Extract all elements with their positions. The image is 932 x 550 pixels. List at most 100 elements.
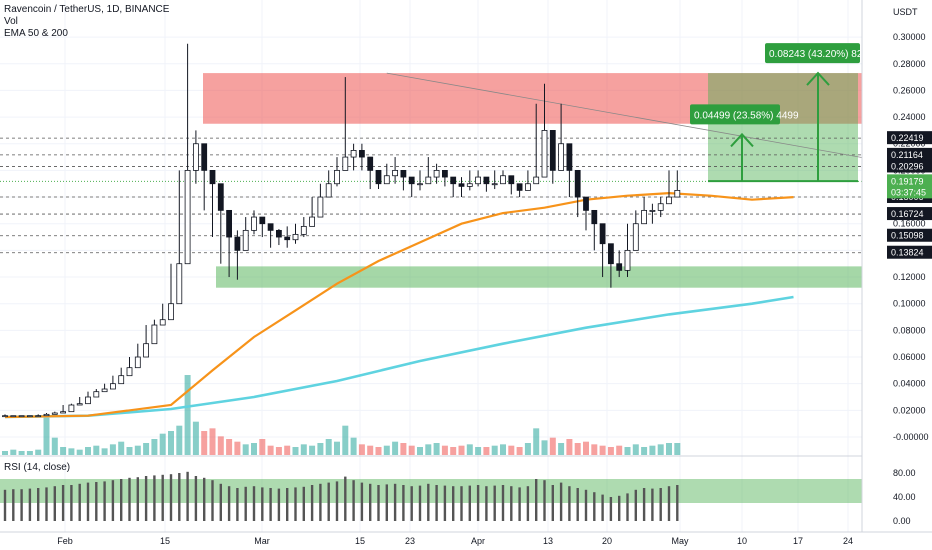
candle — [317, 196, 324, 218]
rsi-bar — [618, 495, 621, 521]
rsi-band — [0, 479, 862, 503]
target-label-text: 0.04499 (23.58%) 4499 — [694, 110, 799, 121]
candle — [483, 176, 490, 185]
volume-bar — [300, 444, 307, 455]
volume-bar — [176, 425, 183, 455]
target-label-text: 0.08243 (43.20%) 8243 — [769, 49, 874, 60]
rsi-bar — [28, 488, 32, 521]
candle — [375, 169, 382, 185]
volume-bar — [201, 431, 208, 455]
candle — [441, 169, 448, 178]
time-tick: May — [671, 536, 689, 546]
volume-bar — [325, 439, 332, 455]
rsi-bar — [493, 485, 496, 521]
time-tick: 15 — [355, 536, 365, 546]
rsi-bar — [626, 493, 629, 521]
rsi-bar — [476, 485, 480, 521]
rsi-bar — [402, 485, 405, 521]
rsi-bar — [393, 483, 397, 521]
rsi-bar — [518, 487, 521, 521]
volume-bar — [657, 444, 664, 455]
volume-bar — [309, 445, 316, 455]
volume-bar — [674, 443, 681, 455]
rsi-bar — [501, 485, 505, 521]
candle — [334, 169, 340, 185]
candle — [566, 143, 573, 171]
candle — [367, 156, 374, 171]
candle — [599, 223, 606, 245]
volume-bar — [159, 433, 166, 455]
rsi-bar — [269, 488, 272, 521]
candle — [525, 183, 531, 191]
rsi-bar — [435, 485, 438, 521]
last-price-box — [887, 174, 932, 199]
volume-bar — [641, 447, 648, 455]
candle — [184, 169, 191, 265]
volume-bar — [251, 443, 257, 455]
candle — [408, 176, 415, 185]
level-label: 0.21164 — [891, 150, 923, 160]
rsi-bar — [203, 477, 206, 521]
level-label: 0.16724 — [891, 209, 924, 219]
rsi-bar — [642, 488, 646, 521]
target-label-2: 0.08243 (43.20%) 8243 — [765, 43, 874, 64]
rsi-bars — [3, 471, 679, 521]
candle — [450, 176, 457, 185]
volume-bar — [417, 447, 423, 455]
rsi-bar — [360, 482, 364, 521]
candle — [151, 324, 158, 345]
rsi-bar — [20, 489, 23, 521]
volume-bar — [591, 444, 598, 455]
rsi-bar — [535, 479, 538, 521]
candle — [500, 175, 506, 185]
rsi-bar — [593, 492, 596, 521]
candle — [491, 183, 498, 186]
candle — [18, 415, 25, 418]
candle — [226, 209, 233, 238]
candle — [574, 169, 581, 198]
candle — [674, 189, 681, 198]
candle — [192, 143, 199, 171]
last-price-label: 0.19179 — [891, 176, 924, 186]
candle — [159, 319, 166, 326]
rsi-bar — [651, 488, 654, 521]
rsi-bar — [178, 473, 181, 521]
rsi-bar — [78, 483, 81, 521]
rsi-bar — [12, 489, 15, 521]
candle — [68, 404, 75, 413]
candle — [251, 216, 257, 231]
ema-legend: EMA 50 & 200 — [4, 28, 68, 39]
candle — [458, 183, 465, 187]
candle — [325, 183, 332, 198]
volume-bar — [433, 443, 440, 455]
volume-bar — [558, 443, 565, 455]
trendline — [386, 72, 932, 171]
candle — [358, 150, 365, 158]
volume-bar — [508, 445, 515, 455]
rsi-bar — [45, 487, 48, 521]
volume-bar — [217, 436, 224, 455]
candle — [201, 143, 208, 171]
candle — [608, 243, 614, 265]
candle — [549, 130, 556, 171]
volume-bar — [408, 445, 415, 455]
candle — [616, 263, 623, 271]
volume-bar — [184, 375, 191, 455]
volume-bar — [524, 443, 531, 455]
volume-bar — [400, 443, 407, 455]
volume-bar — [574, 443, 581, 455]
volume-bar — [259, 439, 266, 455]
price-tick: 0.28000 — [893, 59, 926, 69]
candle — [176, 263, 183, 305]
candle — [309, 216, 316, 227]
rsi-bar — [485, 486, 488, 521]
rsi-bar — [551, 485, 554, 521]
level-label: 0.13824 — [891, 248, 924, 258]
rsi-bar — [559, 482, 563, 521]
candle — [275, 229, 282, 238]
time-tick: Mar — [254, 536, 270, 546]
candle — [217, 183, 224, 211]
rsi-bar — [568, 486, 571, 521]
